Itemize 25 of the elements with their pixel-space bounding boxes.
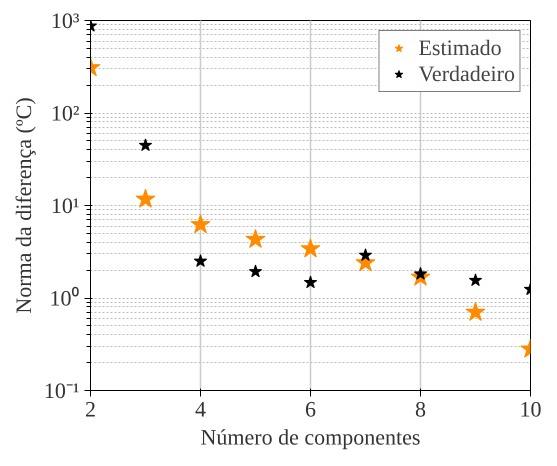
y-tick-label: 10² xyxy=(50,100,80,126)
x-tick-label: 6 xyxy=(305,396,316,422)
x-tick-label: 8 xyxy=(415,396,426,422)
point xyxy=(135,188,156,208)
legend-label: Estimado xyxy=(418,35,502,61)
y-tick-label: 10¹ xyxy=(50,193,80,218)
y-tick-label: 10³ xyxy=(50,8,80,33)
point xyxy=(465,302,486,321)
point xyxy=(194,254,208,267)
point xyxy=(248,264,262,278)
legend-label: Verdadeiro xyxy=(418,61,515,87)
y-tick-label: 10⁻¹ xyxy=(44,378,80,403)
x-tick-label: 4 xyxy=(195,396,206,422)
y-tick-label: 10⁰ xyxy=(50,286,80,310)
point xyxy=(138,138,152,152)
point xyxy=(245,228,266,248)
x-tick-label: 10 xyxy=(520,396,542,422)
point xyxy=(468,273,482,286)
x-axis-title: Número de componentes xyxy=(200,424,420,450)
x-tick-label: 2 xyxy=(85,396,96,422)
point xyxy=(300,238,321,258)
point xyxy=(358,248,372,261)
point xyxy=(304,276,318,288)
point xyxy=(190,214,211,234)
y-axis-title: Norma da diferença (ºC) xyxy=(10,97,36,314)
